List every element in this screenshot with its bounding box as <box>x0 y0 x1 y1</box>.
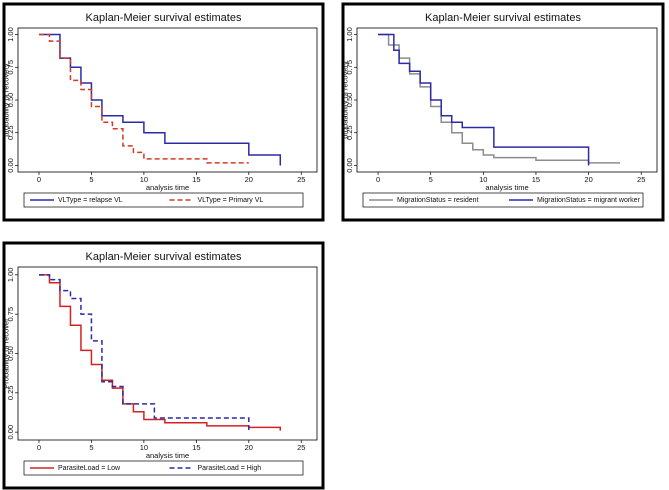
x-tick-label: 20 <box>245 443 253 452</box>
survival-curve <box>38 274 250 433</box>
legend-box <box>362 192 644 208</box>
x-tick-label: 20 <box>245 175 253 184</box>
y-tick-label: 0.50 <box>345 93 354 108</box>
y-axis-label: probaability of recovery <box>340 61 349 139</box>
x-tick-label: 20 <box>584 175 592 184</box>
y-tick-label: 0.75 <box>6 60 15 75</box>
chart-title: Kaplan-Meier survival estimates <box>86 251 242 263</box>
x-tick-label: 5 <box>429 175 433 184</box>
y-tick-label: 1.00 <box>6 268 15 283</box>
x-tick-label: 5 <box>89 443 93 452</box>
y-tick-label: 0.25 <box>6 386 15 401</box>
x-tick-label: 0 <box>37 175 41 184</box>
x-tick-label: 15 <box>532 175 540 184</box>
chart-panel: Kaplan-Meier survival estimates 0 5 10 15 20 2… <box>1 2 325 222</box>
y-tick-label: 0.00 <box>6 425 15 440</box>
survival-curve <box>38 33 249 164</box>
y-axis-label: Probability of recover <box>1 318 10 389</box>
y-tick-label: 0.00 <box>345 158 354 173</box>
y-tick-label: 1.00 <box>345 27 354 42</box>
y-tick-label: 1.00 <box>6 27 15 42</box>
x-tick-label: 25 <box>297 443 305 452</box>
legend-label: ParasiteLoad = Low <box>58 465 121 472</box>
legend-label: MigrationStatus = resident <box>397 197 479 204</box>
legend-box <box>23 192 304 208</box>
legend-label: ParasiteLoad = High <box>198 465 262 472</box>
x-tick-label: 25 <box>637 175 645 184</box>
legend-label: VLType = relapse VL <box>58 197 123 204</box>
y-tick-label: 0.50 <box>6 346 15 361</box>
x-tick-label: 15 <box>192 443 200 452</box>
x-tick-label: 0 <box>37 443 41 452</box>
survival-curve <box>38 274 282 431</box>
y-tick-label: 0.50 <box>6 93 15 108</box>
x-tick-label: 25 <box>297 175 305 184</box>
y-tick-label: 0.75 <box>6 307 15 322</box>
chart-title: Kaplan-Meier survival estimates <box>425 12 581 24</box>
x-tick-label: 0 <box>376 175 380 184</box>
survival-curve <box>378 33 621 164</box>
panel-border <box>341 2 665 222</box>
y-axis-label: probability of recovery <box>1 63 10 137</box>
chart-panel: Kaplan-Meier survival estimates 0 5 10 15 20 2… <box>1 241 325 490</box>
legend-label: VLType = Primary VL <box>198 197 264 204</box>
x-axis-label: analysis time <box>146 183 189 192</box>
x-tick-label: 5 <box>89 175 93 184</box>
survival-curve <box>378 33 590 166</box>
y-tick-label: 0.00 <box>6 158 15 173</box>
panel-border <box>2 2 325 222</box>
x-axis-label: analysis time <box>485 183 528 192</box>
chart-panel: Kaplan-Meier survival estimates 0 5 10 15 20 2… <box>340 2 665 222</box>
x-tick-label: 10 <box>140 443 148 452</box>
x-tick-label: 15 <box>192 175 200 184</box>
x-tick-label: 10 <box>140 175 148 184</box>
x-axis-label: analysis time <box>146 451 189 460</box>
chart-title: Kaplan-Meier survival estimates <box>86 12 242 24</box>
y-tick-label: 0.25 <box>345 125 354 140</box>
y-tick-label: 0.25 <box>6 125 15 140</box>
panel-border <box>2 241 325 490</box>
x-tick-label: 10 <box>479 175 487 184</box>
y-tick-label: 0.75 <box>345 60 354 75</box>
legend-label: MigrationStatus = migrant worker <box>537 197 641 204</box>
legend-box <box>23 460 304 476</box>
